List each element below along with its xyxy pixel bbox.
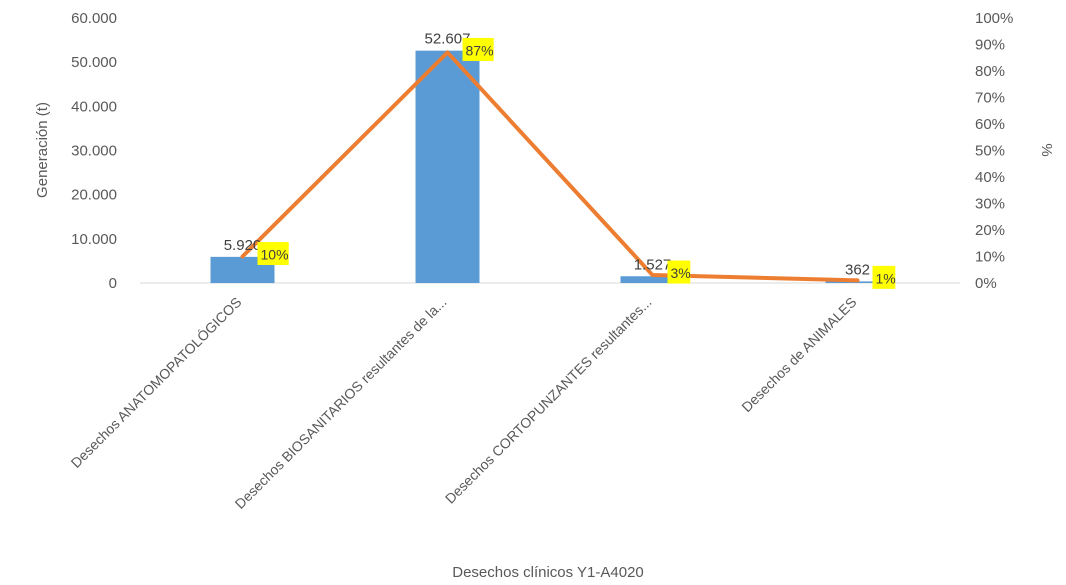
y2-tick-label: 50% (975, 143, 1005, 160)
y-tick-label: 10.000 (71, 231, 117, 248)
y2-tick-label: 90% (975, 37, 1005, 54)
percentage-label-text: 1% (876, 270, 896, 286)
y-axis-title: Generación (t) (34, 102, 51, 198)
y2-tick-label: 30% (975, 196, 1005, 213)
percentage-label-box (257, 242, 289, 265)
y-tick-label: 40.000 (71, 98, 117, 115)
y2-tick-label: 10% (975, 249, 1005, 266)
y-tick-label: 50.000 (71, 54, 117, 71)
bar-value-label: 1.527 (634, 256, 672, 273)
y2-tick-label: 0% (975, 275, 997, 292)
category-label: Desechos ANATOMOPATOLÓGICOS (68, 294, 245, 471)
percentage-label-box (667, 260, 691, 284)
percentage-label: 3% (667, 260, 691, 284)
y-axis-ticks: 0 10.000 20.000 30.000 40.000 50.000 60.000 (71, 10, 117, 292)
percentage-label: 87% (462, 37, 494, 61)
percentage-label-text: 3% (671, 265, 691, 281)
category-label: Desechos CORTOPUNZANTES resultantes... (442, 294, 655, 507)
y-tick-label: 30.000 (71, 143, 117, 160)
y2-tick-label: 100% (975, 10, 1013, 27)
category-label: Desechos de ANIMALES (738, 294, 859, 415)
y2-tick-label: 20% (975, 222, 1005, 239)
y-tick-label: 0 (109, 275, 117, 292)
percentage-labels: 10% 87% 3% 1% (257, 37, 896, 289)
y2-tick-label: 80% (975, 63, 1005, 80)
bar (620, 276, 685, 283)
bar-value-label: 52.607 (425, 31, 471, 48)
percentage-label-box (872, 265, 896, 289)
bars (210, 50, 890, 283)
y2-axis-title: % (1038, 143, 1055, 156)
y-tick-label: 20.000 (71, 187, 117, 204)
bar (415, 50, 480, 283)
category-label: Desechos BIOSANITARIOS resultantes de la… (232, 294, 450, 512)
percentage-label: 10% (257, 242, 289, 265)
percentage-label-box (462, 37, 494, 61)
y2-tick-label: 70% (975, 90, 1005, 107)
y2-tick-label: 40% (975, 169, 1005, 186)
y2-axis-ticks: 0% 10% 20% 30% 40% 50% 60% 70% 80% 90% 100% (975, 10, 1013, 292)
x-axis-title: Desechos clínicos Y1-A4020 (452, 564, 644, 581)
percentage-line (240, 50, 860, 283)
y-tick-label: 60.000 (71, 10, 117, 27)
percentage-label-text: 87% (466, 42, 494, 58)
percentage-label: 1% (872, 265, 896, 289)
percentage-label-text: 10% (261, 247, 289, 263)
bar-value-labels: 5.920 52.607 1.527 362 (224, 31, 870, 279)
bar-value-label: 362 (845, 261, 870, 278)
bar-value-label: 5.920 (224, 237, 262, 254)
y2-tick-label: 60% (975, 116, 1005, 133)
